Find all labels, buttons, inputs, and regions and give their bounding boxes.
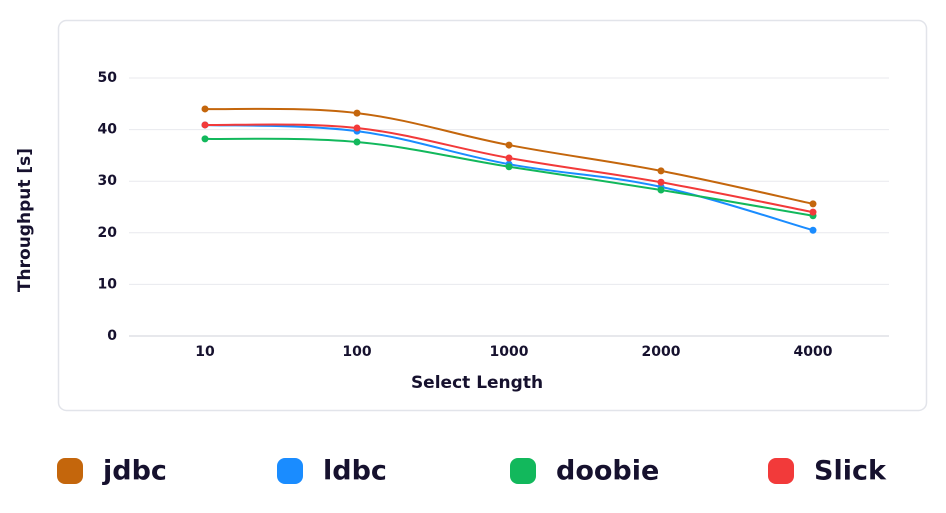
data-point (505, 141, 513, 149)
x-tick-label: 1000 (490, 344, 529, 360)
y-tick-label: 0 (107, 328, 117, 344)
x-tick-label: 4000 (794, 344, 833, 360)
legend-marker (768, 458, 794, 484)
data-point (809, 200, 817, 208)
legend-label: doobie (556, 456, 659, 487)
data-point (201, 121, 209, 129)
data-point (657, 167, 665, 175)
chart-card (57, 19, 928, 412)
legend-label: jdbc (102, 456, 167, 487)
y-tick-label: 50 (98, 70, 118, 86)
data-point (809, 208, 817, 216)
data-point (657, 186, 665, 194)
legend-marker (57, 458, 83, 484)
data-point (201, 135, 209, 143)
data-point (353, 124, 361, 132)
data-point (505, 154, 513, 162)
data-point (353, 109, 361, 117)
y-tick-label: 20 (98, 225, 118, 241)
legend-label: Slick (814, 456, 887, 487)
y-tick-label: 30 (98, 173, 118, 189)
x-axis-title: Select Length (411, 373, 543, 393)
data-point (201, 105, 209, 113)
legend-marker (277, 458, 303, 484)
x-tick-label: 100 (342, 344, 371, 360)
x-tick-label: 10 (195, 344, 215, 360)
data-point (353, 138, 361, 146)
data-point (809, 226, 817, 234)
legend-label: ldbc (323, 456, 387, 487)
legend-marker (510, 458, 536, 484)
data-point (505, 163, 513, 171)
x-tick-label: 2000 (642, 344, 681, 360)
y-tick-label: 40 (98, 122, 118, 138)
y-tick-label: 10 (98, 276, 118, 292)
y-axis-title: Throughput [s] (15, 148, 35, 292)
data-point (657, 178, 665, 186)
